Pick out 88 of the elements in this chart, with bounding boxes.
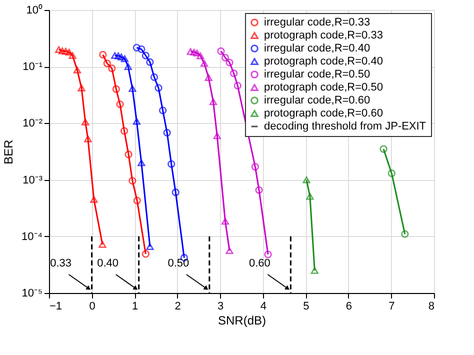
point xyxy=(108,64,116,72)
x-tick-label: −1 xyxy=(50,300,62,312)
y-tick-label: 10⁰ xyxy=(26,4,42,16)
point xyxy=(146,243,154,250)
x-tick-label: 5 xyxy=(303,300,310,312)
point xyxy=(196,52,204,60)
point xyxy=(98,241,106,248)
point xyxy=(168,160,176,168)
point xyxy=(163,128,171,136)
legend-label: decoding threshold from JP-EXIT xyxy=(264,120,426,132)
point xyxy=(120,55,129,62)
point xyxy=(73,66,82,74)
point xyxy=(306,192,314,200)
x-tick-label: 6 xyxy=(346,300,352,312)
legend-label: protograph code,R=0.40 xyxy=(264,56,383,68)
annotation: 0.60 xyxy=(248,258,270,270)
x-tick-label: 1 xyxy=(132,300,138,312)
annotation: 0.40 xyxy=(97,258,119,270)
point xyxy=(190,48,198,56)
point xyxy=(90,196,98,203)
legend-label: protograph code,R=0.50 xyxy=(264,82,383,94)
legend-label: irregular code,R=0.60 xyxy=(264,94,370,106)
point xyxy=(193,50,201,56)
point xyxy=(124,63,132,70)
point xyxy=(154,84,162,92)
point xyxy=(117,54,126,60)
point xyxy=(302,176,310,184)
point xyxy=(255,186,263,194)
point xyxy=(112,85,120,93)
x-tick-label: 0 xyxy=(89,300,96,312)
y-tick-label: 10⁻³ xyxy=(22,174,43,186)
point xyxy=(172,188,180,196)
legend-label: protograph code,R=0.33 xyxy=(264,30,383,42)
y-tick-label: 10⁻² xyxy=(22,118,43,130)
legend-label: irregular code,R=0.33 xyxy=(264,16,370,28)
point xyxy=(82,118,90,126)
point xyxy=(128,85,136,92)
point xyxy=(103,60,111,68)
annotation: 0.50 xyxy=(168,258,190,270)
point xyxy=(200,60,208,67)
y-axis-title: BER xyxy=(2,139,16,164)
point xyxy=(138,45,146,53)
annotation: 0.33 xyxy=(50,258,72,270)
point xyxy=(78,84,86,92)
x-tick-label: 7 xyxy=(388,300,395,312)
point xyxy=(221,54,230,62)
point xyxy=(230,70,238,78)
point xyxy=(221,218,230,225)
point xyxy=(251,162,259,171)
legend-label: irregular code,R=0.50 xyxy=(264,68,370,80)
x-axis-title: SNR(dB) xyxy=(218,314,266,328)
point xyxy=(55,46,63,53)
x-tick-label: 2 xyxy=(174,300,181,312)
point xyxy=(116,100,124,108)
y-tick-label: 10⁻⁴ xyxy=(22,230,43,243)
point xyxy=(310,267,318,274)
point xyxy=(120,127,128,135)
point xyxy=(150,73,158,81)
point xyxy=(124,150,132,158)
point xyxy=(133,196,141,204)
point xyxy=(132,118,141,125)
point xyxy=(234,82,242,90)
y-tick-label: 10⁻⁵ xyxy=(22,288,42,300)
point xyxy=(226,58,234,66)
point xyxy=(114,52,122,60)
x-tick-label: 8 xyxy=(428,300,434,312)
point xyxy=(146,58,154,66)
x-tick-label: 3 xyxy=(218,300,224,312)
point xyxy=(111,52,119,59)
point xyxy=(142,52,150,60)
legend-label: protograph code,R=0.60 xyxy=(264,108,383,120)
point xyxy=(186,48,194,55)
point xyxy=(128,177,136,185)
point xyxy=(213,132,221,140)
point xyxy=(388,170,396,178)
legend-label: irregular code,R=0.40 xyxy=(264,42,370,54)
point xyxy=(65,48,73,56)
x-tick-label: 4 xyxy=(260,300,266,312)
point xyxy=(62,48,70,55)
point xyxy=(226,247,234,254)
point xyxy=(158,106,167,114)
point xyxy=(209,98,218,106)
point xyxy=(84,135,92,142)
y-tick-label: 10⁻¹ xyxy=(22,61,43,74)
point xyxy=(204,74,212,81)
point xyxy=(138,159,146,166)
point xyxy=(68,52,76,59)
point xyxy=(58,47,66,54)
